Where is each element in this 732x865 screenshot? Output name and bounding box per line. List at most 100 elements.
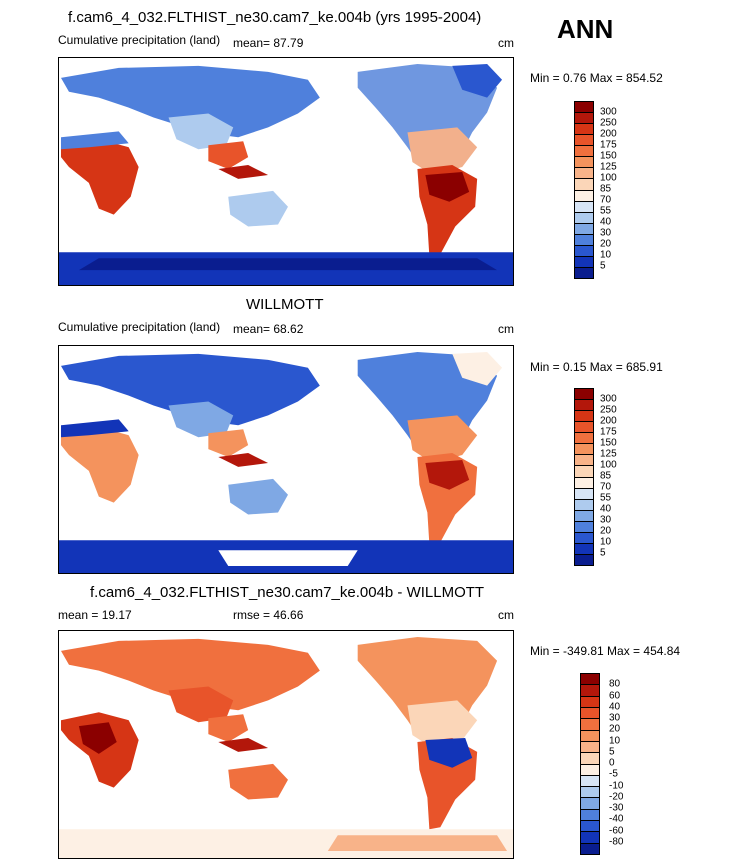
colorbar-tick-label: 20 [600,525,612,537]
colorbar-box [581,775,599,788]
panel-2-mean-label: mean= 68.62 [233,322,304,336]
colorbar-tick-label: 250 [600,404,617,416]
colorbar-tick-label: 175 [600,139,617,151]
colorbar-tick-label: 55 [600,205,612,217]
colorbar-box [575,466,593,478]
panel-1-colorbar-labels: 300 250 200 175 150 125 100 85 70 55 40 30 20 10 5 [600,101,640,277]
colorbar-box [575,168,593,180]
colorbar-box [575,256,593,268]
colorbar-tick-label: 300 [600,393,617,405]
colorbar-box [575,201,593,213]
colorbar-tick-label: 85 [600,183,612,195]
colorbar-tick-label: 250 [600,117,617,129]
panel-3-colorbar-labels: 80 60 40 30 20 10 5 0 -5 -10 -20 -30 -40 -60 -80 [609,673,649,853]
panel-1-mean-label: mean= 87.79 [233,36,304,50]
panel-2-variable-label: Cumulative precipitation (land) [58,320,221,334]
colorbar-box [575,135,593,147]
panel-3-colorbar [580,673,600,855]
colorbar-box [581,821,599,833]
colorbar-tick-label: 30 [600,514,612,526]
panel-1-title: f.cam6_4_032.FLTHIST_ne30.cam7_ke.004b (… [68,9,482,26]
colorbar-box [581,764,599,776]
colorbar-box [575,488,593,500]
panel-1-minmax-label: Min = 0.76 Max = 854.52 [530,71,663,85]
colorbar-box [575,521,593,533]
colorbar-tick-label: 150 [600,437,617,449]
colorbar-box [575,477,593,489]
colorbar-tick-label: 125 [600,161,617,173]
colorbar-tick-label: 5 [609,746,615,758]
colorbar-tick-label: -10 [609,780,624,791]
colorbar-box [575,444,593,456]
panel-2-map [58,345,514,574]
colorbar-box [575,179,593,191]
colorbar-tick-label: 40 [600,503,612,515]
colorbar-box [575,234,593,246]
season-label: ANN [557,14,614,44]
colorbar-box [575,433,593,445]
colorbar-tick-label: 5 [600,547,606,559]
colorbar-tick-label: 60 [609,690,621,701]
colorbar-box [581,753,599,765]
colorbar-tick-label: 10 [600,249,612,261]
panel-2-minmax-label: Min = 0.15 Max = 685.91 [530,360,663,374]
colorbar-tick-label: 20 [609,723,621,735]
panel-3-units-label: cm [498,608,514,622]
colorbar-box [575,190,593,202]
panel-3-title: f.cam6_4_032.FLTHIST_ne30.cam7_ke.004b -… [90,584,485,601]
colorbar-tick-label: 30 [600,227,612,239]
colorbar-box [581,719,599,731]
colorbar-box [575,124,593,136]
colorbar-tick-label: -30 [609,802,624,814]
colorbar-tick-label: 40 [609,701,621,713]
colorbar-tick-label: 70 [600,194,612,206]
colorbar-box [581,741,599,754]
panel-3-map [58,630,514,859]
colorbar-box [581,707,599,720]
colorbar-tick-label: 20 [600,238,612,250]
colorbar-box [581,809,599,822]
colorbar-tick-label: 40 [600,216,612,228]
colorbar-box [575,102,593,114]
colorbar-tick-label: 10 [609,735,621,746]
colorbar-box [575,554,593,565]
colorbar-tick-label: 300 [600,106,617,118]
colorbar-box [575,223,593,235]
colorbar-tick-label: 125 [600,448,617,460]
colorbar-box [575,510,593,522]
colorbar-tick-label: 10 [600,536,612,548]
panel-1-variable-label: Cumulative precipitation (land) [58,33,221,47]
colorbar-box [581,787,599,799]
panel-1-units-label: cm [498,36,514,50]
colorbar-box [575,411,593,423]
colorbar-tick-label: -80 [609,836,624,848]
colorbar-box [581,843,599,854]
colorbar-box [575,543,593,555]
colorbar-tick-label: 200 [600,128,617,140]
colorbar-tick-label: -60 [609,825,624,836]
colorbar-box [575,532,593,544]
panel-2-colorbar [574,388,594,566]
colorbar-tick-label: 5 [600,260,606,272]
panel-1-colorbar [574,101,594,279]
colorbar-tick-label: 100 [600,172,617,184]
colorbar-tick-label: 80 [609,678,621,690]
colorbar-tick-label: 70 [600,481,612,493]
panel-2-units-label: cm [498,322,514,336]
colorbar-box [581,674,599,686]
colorbar-box [575,146,593,158]
colorbar-box [581,696,599,708]
panel-3-rmse-label: rmse = 46.66 [233,608,304,622]
panel-3-mean-label: mean = 19.17 [58,608,132,622]
colorbar-tick-label: -40 [609,813,624,825]
colorbar-tick-label: 100 [600,459,617,471]
colorbar-box [575,389,593,401]
colorbar-tick-label: -5 [609,768,618,780]
panel-2-title: WILLMOTT [246,296,324,313]
colorbar-box [575,499,593,511]
colorbar-tick-label: -20 [609,791,624,803]
colorbar-box [575,455,593,467]
colorbar-box [575,245,593,257]
colorbar-box [575,113,593,125]
colorbar-tick-label: 0 [609,757,615,769]
